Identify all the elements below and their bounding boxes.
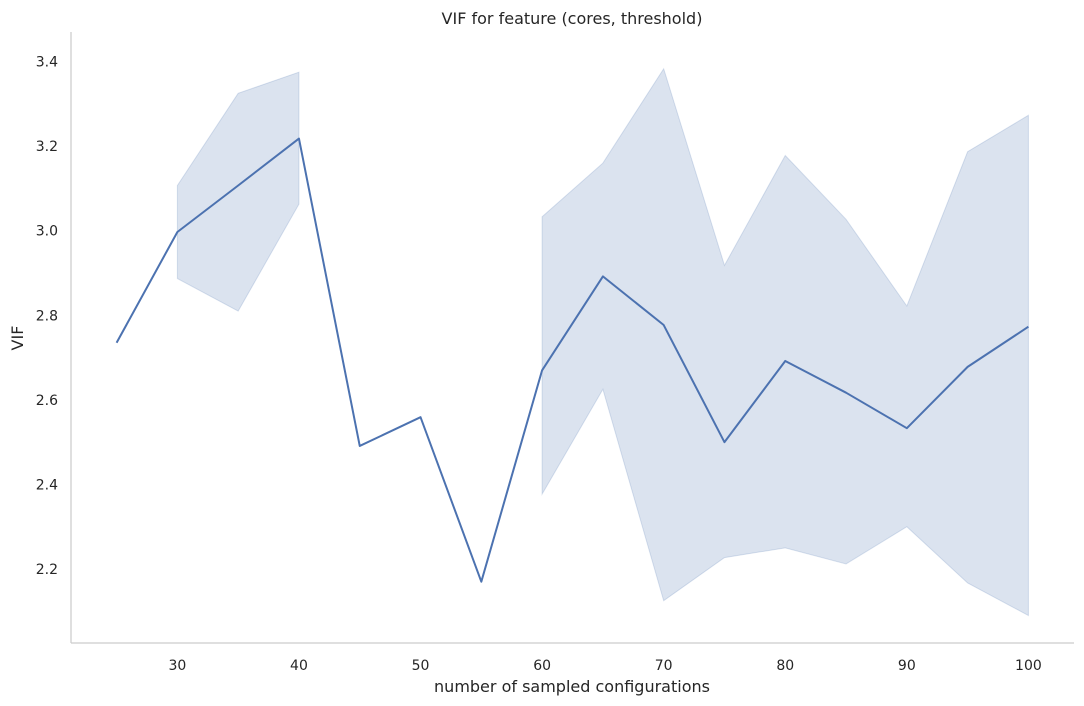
x-axis-label: number of sampled configurations <box>434 677 710 696</box>
x-tick-label: 60 <box>533 658 551 674</box>
y-tick-label: 3.4 <box>36 55 58 71</box>
x-tick-label: 70 <box>655 658 673 674</box>
x-tick-label: 100 <box>1015 658 1042 674</box>
y-tick-labels: 2.2 2.4 2.6 2.8 3.0 3.2 3.4 <box>36 55 58 578</box>
confidence-band-0-1 <box>541 67 1029 617</box>
y-axis-label: VIF <box>8 326 27 351</box>
x-tick-labels: 30 40 50 60 70 80 90 100 <box>168 658 1041 674</box>
confidence-bands <box>176 67 1029 617</box>
y-tick-label: 3.0 <box>36 224 58 240</box>
x-tick-label: 30 <box>168 658 186 674</box>
series-lines <box>115 137 1029 583</box>
chart-title: VIF for feature (cores, threshold) <box>442 9 703 28</box>
x-tick-label: 80 <box>776 658 794 674</box>
x-tick-label: 40 <box>290 658 308 674</box>
y-tick-label: 2.4 <box>36 477 58 493</box>
series-line-0 <box>115 137 1029 583</box>
y-tick-label: 2.2 <box>36 562 58 578</box>
y-tick-label: 2.6 <box>36 393 58 409</box>
y-tick-label: 3.2 <box>36 139 58 155</box>
x-tick-label: 50 <box>412 658 430 674</box>
y-tick-label: 2.8 <box>36 308 58 324</box>
confidence-band-0-0 <box>176 71 300 312</box>
x-tick-label: 90 <box>898 658 916 674</box>
